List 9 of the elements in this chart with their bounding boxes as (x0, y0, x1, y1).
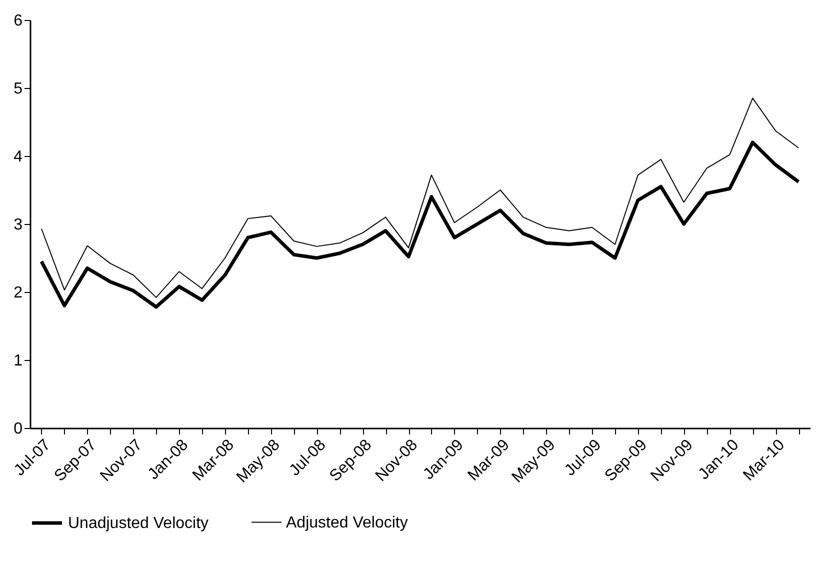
legend-label: Adjusted Velocity (286, 514, 408, 532)
y-tick-label: 4 (14, 148, 23, 166)
y-tick-label: 6 (14, 12, 23, 30)
y-tick-label: 5 (14, 80, 23, 98)
y-tick-label: 1 (14, 352, 23, 370)
legend-label: Unadjusted Velocity (68, 515, 209, 532)
y-tick-label: 3 (14, 216, 23, 234)
y-tick-label: 0 (14, 420, 23, 438)
y-tick-label: 2 (14, 284, 23, 302)
